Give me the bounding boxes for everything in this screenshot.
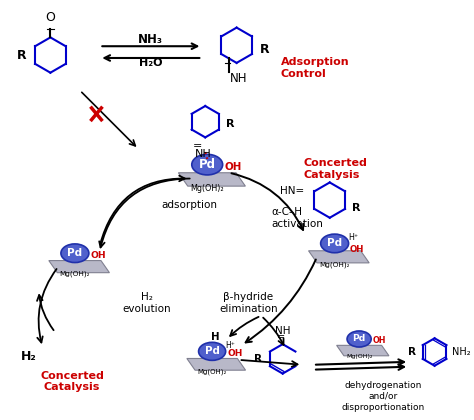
Text: H₂O: H₂O (138, 58, 162, 68)
Text: H₂: H₂ (21, 350, 36, 363)
Polygon shape (178, 173, 246, 186)
Text: NH: NH (195, 149, 212, 159)
Text: Mg(OH)₂: Mg(OH)₂ (60, 271, 90, 278)
Text: =: = (193, 141, 202, 151)
Text: H⁺: H⁺ (226, 341, 236, 350)
Text: Pd: Pd (67, 248, 82, 258)
Polygon shape (309, 251, 369, 263)
Text: Concerted
Catalysis: Concerted Catalysis (303, 158, 367, 179)
Text: Pd: Pd (199, 158, 216, 171)
Text: NH: NH (275, 326, 291, 336)
Text: Adsorption
Control: Adsorption Control (281, 57, 349, 79)
Polygon shape (337, 345, 389, 356)
Ellipse shape (199, 342, 226, 360)
Text: H: H (210, 332, 219, 342)
Ellipse shape (61, 244, 89, 262)
Text: Pd: Pd (327, 239, 342, 248)
Text: OH: OH (225, 162, 242, 172)
Ellipse shape (347, 331, 371, 347)
Text: adsorption: adsorption (162, 200, 218, 210)
Text: α-C–H
activation: α-C–H activation (271, 207, 323, 229)
Text: NH₃: NH₃ (138, 33, 163, 46)
Text: H⁺: H⁺ (348, 234, 359, 242)
Text: NH₂: NH₂ (452, 347, 471, 357)
Text: Concerted
Catalysis: Concerted Catalysis (40, 370, 104, 392)
Text: R: R (226, 119, 234, 129)
Text: R: R (352, 203, 361, 213)
Text: HN=: HN= (281, 186, 305, 196)
Text: Mg(OH)₂: Mg(OH)₂ (197, 368, 227, 375)
Text: OH: OH (373, 336, 386, 345)
Text: Pd: Pd (205, 346, 219, 356)
Text: OH: OH (349, 244, 364, 254)
Polygon shape (49, 260, 109, 273)
Text: Mg(OH)₂: Mg(OH)₂ (346, 354, 372, 359)
Text: R: R (17, 49, 27, 62)
Text: Pd: Pd (353, 334, 366, 344)
Text: β-hydride
elimination: β-hydride elimination (219, 292, 278, 314)
Text: OH: OH (91, 251, 106, 260)
Text: R: R (260, 43, 270, 56)
Text: R: R (408, 347, 416, 357)
Text: Mg(OH)₂: Mg(OH)₂ (191, 184, 224, 193)
Text: H₂
evolution: H₂ evolution (122, 292, 171, 314)
Text: =: = (277, 332, 285, 342)
Ellipse shape (192, 154, 223, 175)
Text: R: R (254, 354, 262, 364)
Text: OH: OH (228, 349, 243, 358)
Text: Mg(OH)₂: Mg(OH)₂ (319, 261, 350, 268)
Text: O: O (46, 10, 55, 24)
Polygon shape (187, 358, 246, 370)
Text: NH: NH (230, 72, 247, 85)
Text: dehydrogenation
and/or
disproportionation: dehydrogenation and/or disproportionatio… (342, 381, 425, 412)
Ellipse shape (320, 234, 348, 253)
